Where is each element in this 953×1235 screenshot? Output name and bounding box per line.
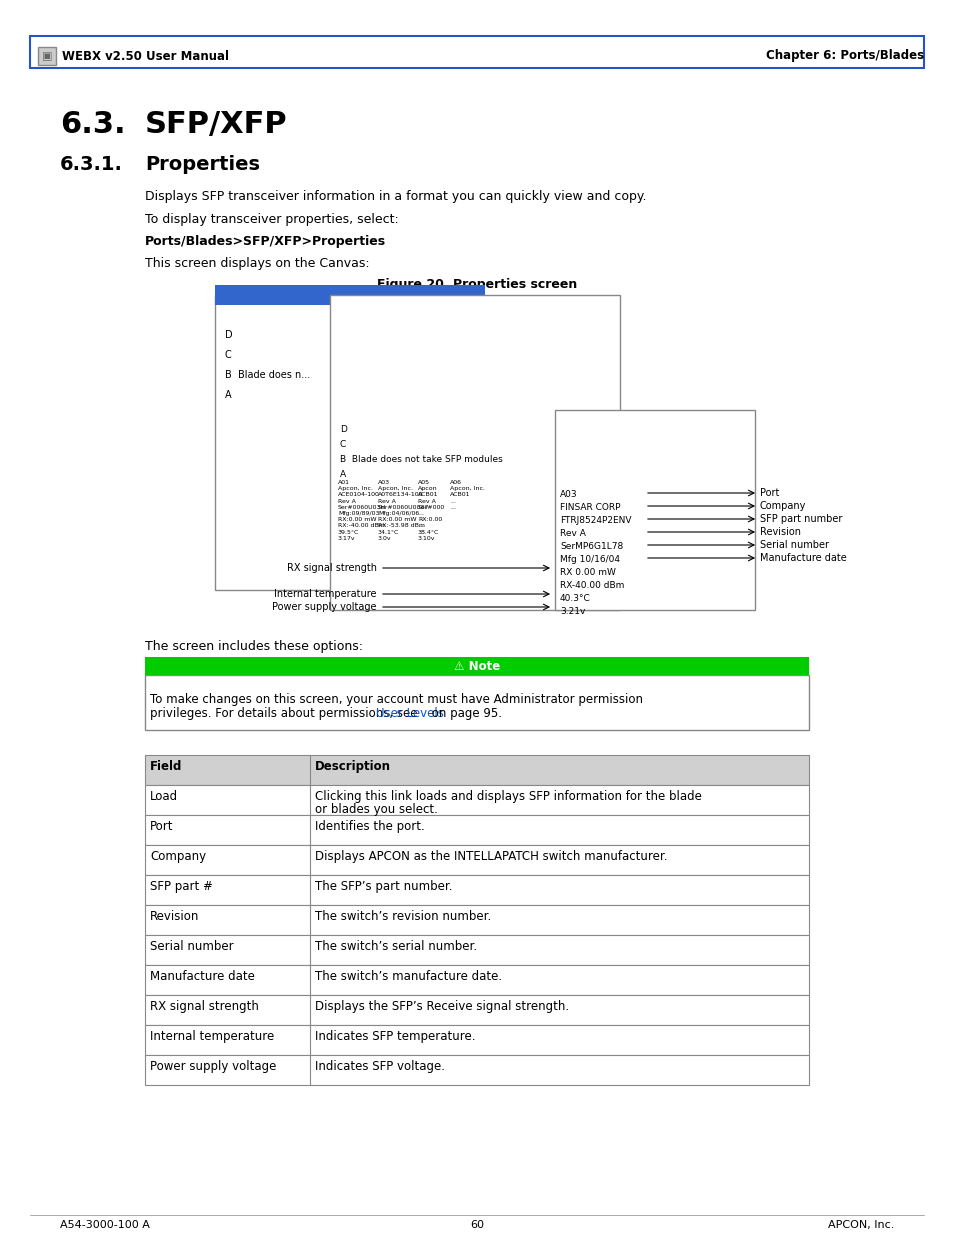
Text: Displays the SFP’s Receive signal strength.: Displays the SFP’s Receive signal streng… — [314, 1000, 569, 1013]
Text: D: D — [225, 330, 233, 340]
Text: A03
Apcon, Inc.
A0T6E134-100
Rev A
Ser#0060U0037
Mfg:04/06/06
RX:0.00 mW
RX:-53.: A03 Apcon, Inc. A0T6E134-100 Rev A Ser#0… — [377, 480, 429, 541]
Text: The screen includes these options:: The screen includes these options: — [145, 640, 363, 653]
Text: Internal temperature: Internal temperature — [150, 1030, 274, 1044]
Text: privileges. For details about permissions, see: privileges. For details about permission… — [150, 706, 421, 720]
Text: Load: Load — [150, 790, 178, 803]
Text: Port: Port — [150, 820, 173, 832]
Text: RX signal strength: RX signal strength — [287, 563, 376, 573]
Text: A05
Apcon
ACB01
Rev A
Ser#000
...
RX:0.00
...
38.4°C
3.10v: A05 Apcon ACB01 Rev A Ser#000 ... RX:0.0… — [417, 480, 445, 541]
Text: Description: Description — [314, 760, 391, 773]
Text: B  Blade does not take SFP modules: B Blade does not take SFP modules — [339, 454, 502, 464]
Text: SFP/XFP: SFP/XFP — [145, 110, 287, 140]
Text: The switch’s serial number.: The switch’s serial number. — [314, 940, 476, 953]
Text: SFP part number: SFP part number — [760, 514, 841, 524]
Text: The SFP’s part number.: The SFP’s part number. — [314, 881, 452, 893]
Text: or blades you select.: or blades you select. — [314, 803, 437, 816]
Bar — [145, 785, 808, 815]
Text: RX signal strength: RX signal strength — [150, 1000, 258, 1013]
Text: RX 0.00 mW: RX 0.00 mW — [559, 568, 616, 577]
Bar — [145, 995, 808, 1025]
Text: Mfg 10/16/04: Mfg 10/16/04 — [559, 555, 619, 564]
Text: Serial number: Serial number — [760, 540, 828, 550]
Text: Power supply voltage: Power supply voltage — [150, 1060, 276, 1073]
Text: B  Blade does n...: B Blade does n... — [225, 370, 310, 380]
Text: Identifies the port.: Identifies the port. — [314, 820, 424, 832]
Text: Internal temperature: Internal temperature — [274, 589, 376, 599]
Text: To display transceiver properties, select:: To display transceiver properties, selec… — [145, 212, 398, 226]
Text: Manufacture date: Manufacture date — [760, 553, 846, 563]
Text: This screen displays on the Canvas:: This screen displays on the Canvas: — [145, 257, 369, 270]
Text: Company: Company — [150, 850, 206, 863]
Text: Clicking this link loads and displays SFP information for the blade: Clicking this link loads and displays SF… — [314, 790, 701, 803]
Bar — [145, 1055, 808, 1086]
Text: Power supply voltage: Power supply voltage — [273, 601, 376, 613]
Text: Company: Company — [760, 501, 805, 511]
Bar — [145, 905, 808, 935]
Text: 6.3.1.: 6.3.1. — [60, 156, 123, 174]
Text: 60: 60 — [470, 1220, 483, 1230]
Text: Load: Load — [459, 350, 483, 359]
Text: RX-40.00 dBm: RX-40.00 dBm — [559, 580, 623, 590]
Text: Displays APCON as the INTELLAPATCH switch manufacturer.: Displays APCON as the INTELLAPATCH switc… — [314, 850, 667, 863]
Text: D: D — [339, 425, 347, 433]
Bar — [145, 935, 808, 965]
Text: Displays SFP transceiver information in a format you can quickly view and copy.: Displays SFP transceiver information in … — [145, 190, 646, 203]
Text: Serial number: Serial number — [150, 940, 233, 953]
Bar — [145, 876, 808, 905]
Text: APCON, Inc.: APCON, Inc. — [827, 1220, 893, 1230]
Bar — [145, 965, 808, 995]
Text: Indicates SFP temperature.: Indicates SFP temperature. — [314, 1030, 475, 1044]
Text: User Levels: User Levels — [375, 706, 443, 720]
Text: Properties: Properties — [145, 156, 260, 174]
Text: ▣: ▣ — [42, 51, 52, 61]
Bar — [145, 676, 808, 730]
Text: SerMP6G1L78: SerMP6G1L78 — [559, 542, 622, 551]
Bar — [214, 285, 484, 305]
Text: To make changes on this screen, your account must have Administrator permission: To make changes on this screen, your acc… — [150, 693, 642, 706]
Text: C: C — [225, 350, 232, 359]
Text: Figure 20. Properties screen: Figure 20. Properties screen — [376, 278, 577, 291]
Bar — [145, 815, 808, 845]
Text: A06
Apcon, Inc.
ACB01
...
...: A06 Apcon, Inc. ACB01 ... ... — [450, 480, 484, 510]
Text: SFP/XFP Properties: SFP/XFP Properties — [289, 310, 410, 320]
Text: FTRJ8524P2ENV: FTRJ8524P2ENV — [559, 516, 631, 525]
Text: 40.3°C: 40.3°C — [559, 594, 590, 603]
Text: Load: Load — [459, 330, 483, 340]
Text: 3.21v: 3.21v — [559, 606, 585, 616]
Text: 6.3.: 6.3. — [60, 110, 126, 140]
Text: FINSAR CORP: FINSAR CORP — [559, 503, 619, 513]
Text: Indicates SFP voltage.: Indicates SFP voltage. — [314, 1060, 444, 1073]
Text: Field: Field — [150, 760, 182, 773]
Bar — [30, 36, 923, 68]
Text: Revision: Revision — [150, 910, 199, 923]
Bar — [555, 410, 754, 610]
Text: on page 95.: on page 95. — [428, 706, 502, 720]
Text: The switch’s manufacture date.: The switch’s manufacture date. — [314, 969, 501, 983]
Text: Ports/Blades>SFP/XFP>Properties: Ports/Blades>SFP/XFP>Properties — [145, 235, 386, 248]
Bar — [145, 1025, 808, 1055]
Text: SFP part #: SFP part # — [150, 881, 213, 893]
Text: ⚠ Note: ⚠ Note — [454, 659, 499, 673]
Bar — [145, 845, 808, 876]
Text: A54-3000-100 A: A54-3000-100 A — [60, 1220, 150, 1230]
Text: WEBX v2.50 User Manual: WEBX v2.50 User Manual — [62, 49, 229, 63]
Text: A: A — [225, 390, 232, 400]
Bar — [330, 295, 619, 610]
Text: C: C — [339, 440, 346, 450]
Bar — [145, 755, 808, 785]
Bar — [145, 657, 808, 676]
Text: A03: A03 — [559, 490, 577, 499]
Text: Revision: Revision — [760, 527, 801, 537]
Text: Chapter 6: Ports/Blades: Chapter 6: Ports/Blades — [765, 49, 923, 63]
Text: Port: Port — [760, 488, 779, 498]
Bar — [214, 295, 484, 590]
Text: A01
Apcon, Inc.
ACE0104-100
Rev A
Ser#0060U03H
Mfg:09/89/03
RX:0.00 mW
RX:-40.00: A01 Apcon, Inc. ACE0104-100 Rev A Ser#00… — [337, 480, 386, 541]
Text: Rev A: Rev A — [559, 529, 585, 538]
Text: The switch’s revision number.: The switch’s revision number. — [314, 910, 491, 923]
Text: Manufacture date: Manufacture date — [150, 969, 254, 983]
Bar — [38, 47, 56, 65]
Text: A: A — [339, 471, 346, 479]
